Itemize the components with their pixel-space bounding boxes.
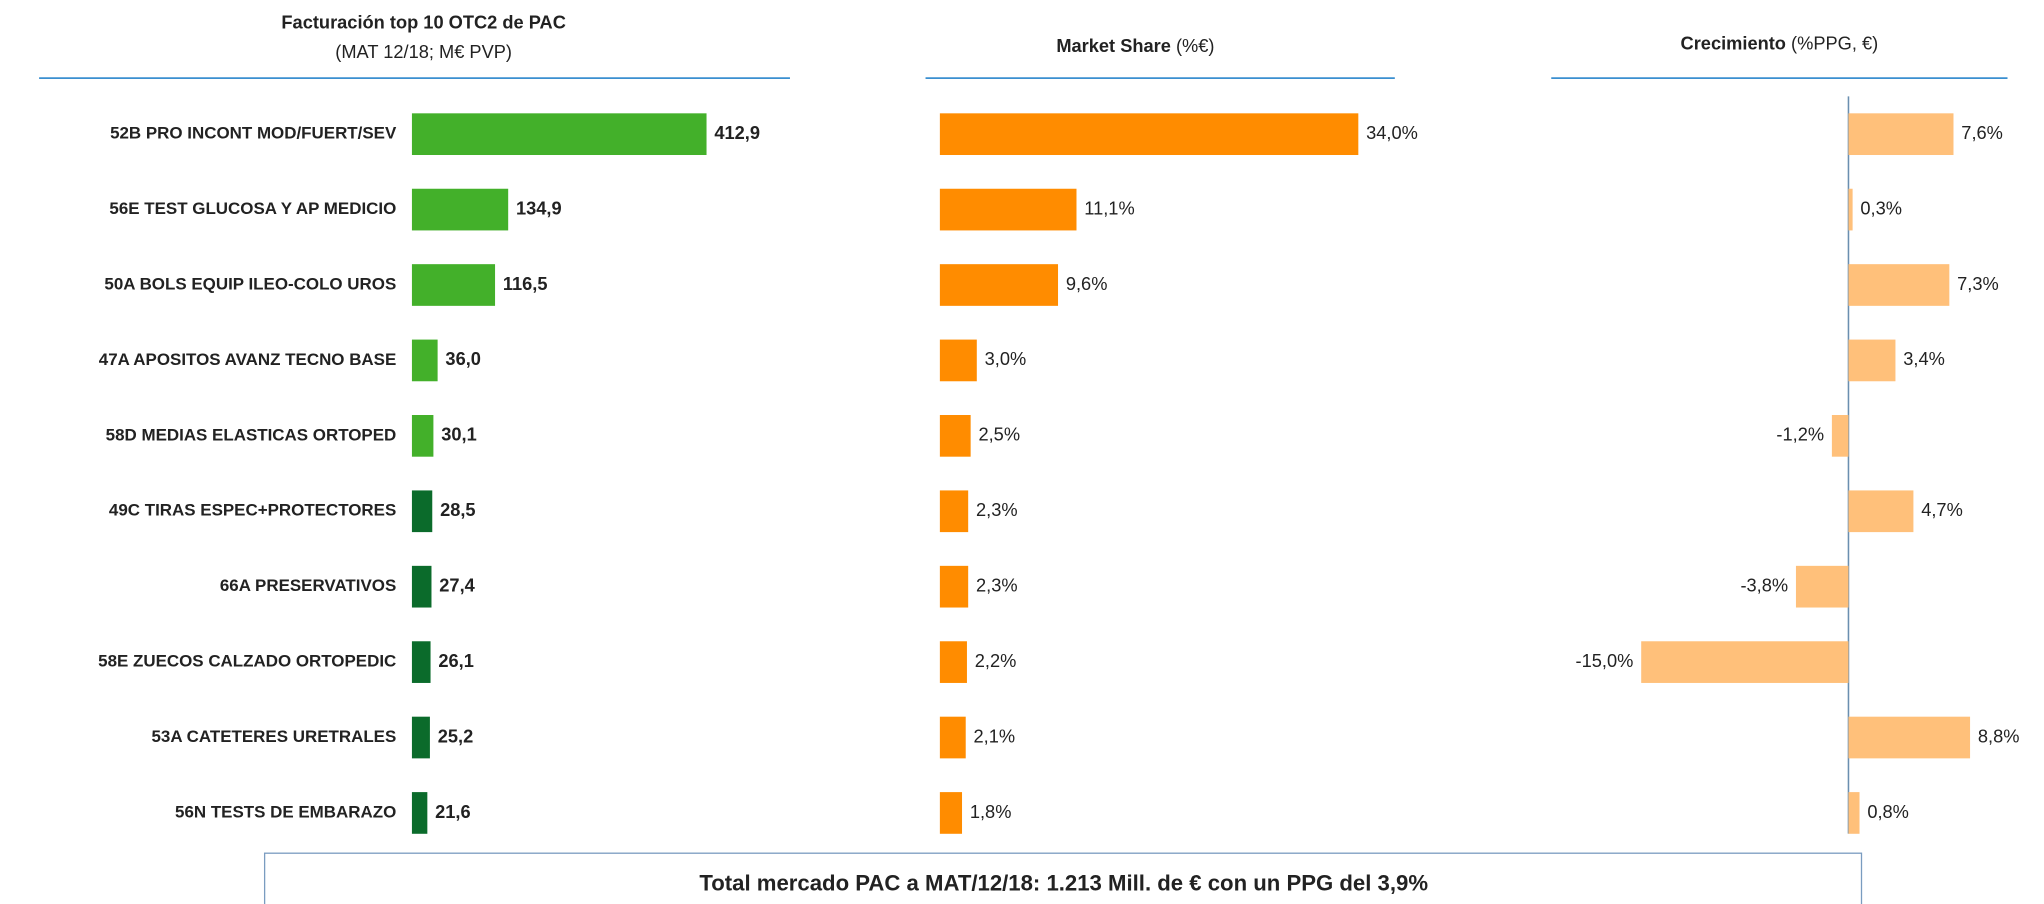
- value-label: 7,6%: [1961, 122, 2003, 143]
- bar: [411, 716, 430, 759]
- category-label: 47A APOSITOS AVANZ TECNO BASE: [99, 350, 397, 369]
- value-label: 2,3%: [976, 575, 1018, 596]
- category-label: 52B PRO INCONT MOD/FUERT/SEV: [110, 124, 397, 143]
- bar: [411, 113, 707, 156]
- chart-subtitle: (MAT 12/18; M€ PVP): [335, 41, 512, 62]
- title-unit: (%PPG, €): [1791, 32, 1878, 53]
- value-label: -1,2%: [1776, 424, 1824, 445]
- value-label: 0,3%: [1860, 197, 1902, 218]
- value-label: 28,5: [440, 499, 476, 520]
- value-label: 3,4%: [1903, 348, 1945, 369]
- category-label: 58D MEDIAS ELASTICAS ORTOPED: [106, 425, 397, 444]
- category-label: 49C TIRAS ESPEC+PROTECTORES: [109, 501, 396, 520]
- bar: [1848, 113, 1954, 156]
- bar: [939, 641, 967, 683]
- value-label: 26,1: [438, 650, 474, 671]
- bar: [1848, 188, 1853, 231]
- bar: [939, 716, 966, 759]
- category-label: 56E TEST GLUCOSA Y AP MEDICIO: [109, 199, 396, 218]
- value-label: 2,3%: [976, 499, 1018, 520]
- bar: [411, 641, 431, 683]
- bar: [939, 565, 969, 608]
- value-label: 4,7%: [1921, 499, 1963, 520]
- value-label: 21,6: [435, 801, 471, 822]
- category-label: 50A BOLS EQUIP ILEO-COLO UROS: [104, 274, 396, 293]
- value-label: 27,4: [439, 575, 475, 596]
- bar: [411, 188, 509, 231]
- bar: [939, 113, 1359, 156]
- value-label: 25,2: [438, 725, 474, 746]
- bar: [1848, 792, 1860, 834]
- title-main: Crecimiento: [1681, 32, 1786, 53]
- value-label: 3,0%: [985, 348, 1027, 369]
- bar: [411, 490, 433, 533]
- bar: [939, 188, 1077, 231]
- chart-title: Crecimiento (%PPG, €): [1681, 32, 1879, 53]
- bar: [411, 415, 434, 457]
- bar: [1848, 339, 1896, 382]
- category-label: 58E ZUECOS CALZADO ORTOPEDIC: [98, 652, 396, 671]
- bar: [1848, 716, 1971, 759]
- value-label: 2,1%: [974, 725, 1016, 746]
- footer-box: [263, 852, 1863, 904]
- bar: [411, 565, 432, 608]
- bar: [1831, 415, 1849, 457]
- value-label: 34,0%: [1366, 122, 1418, 143]
- footer-text: Total mercado PAC a MAT/12/18: 1.213 Mil…: [699, 870, 1428, 895]
- chart-title: Facturación top 10 OTC2 de PAC: [281, 11, 565, 32]
- category-label: 56N TESTS DE EMBARAZO: [175, 802, 396, 821]
- title-main: Market Share: [1056, 35, 1171, 56]
- bar: [1641, 641, 1849, 683]
- value-label: 36,0: [445, 348, 481, 369]
- bar: [411, 339, 438, 382]
- value-label: 1,8%: [970, 801, 1012, 822]
- value-label: 7,3%: [1957, 273, 1999, 294]
- bar: [939, 415, 971, 457]
- value-label: 116,5: [503, 273, 548, 294]
- bar: [939, 490, 969, 533]
- bar: [1795, 565, 1849, 608]
- bar: [939, 792, 963, 834]
- value-label: 0,8%: [1867, 801, 1909, 822]
- bar: [939, 339, 977, 382]
- bar: [1848, 264, 1950, 306]
- value-label: 11,1%: [1084, 197, 1134, 218]
- category-label: 53A CATETERES URETRALES: [152, 727, 397, 746]
- bar: [1848, 490, 1914, 533]
- value-label: 9,6%: [1066, 273, 1108, 294]
- value-label: 2,2%: [975, 650, 1017, 671]
- title-unit: (%€): [1176, 35, 1215, 56]
- value-label: 134,9: [516, 197, 562, 218]
- value-label: -15,0%: [1576, 650, 1634, 671]
- value-label: 2,5%: [978, 424, 1020, 445]
- bar: [411, 264, 496, 306]
- value-label: -3,8%: [1740, 575, 1788, 596]
- value-label: 30,1: [441, 424, 477, 445]
- chart-title: Market Share (%€): [1056, 35, 1214, 56]
- category-label: 66A PRESERVATIVOS: [220, 576, 396, 595]
- value-label: 412,9: [714, 122, 760, 143]
- value-label: 8,8%: [1978, 725, 2020, 746]
- bar: [939, 264, 1059, 306]
- bar: [411, 792, 428, 834]
